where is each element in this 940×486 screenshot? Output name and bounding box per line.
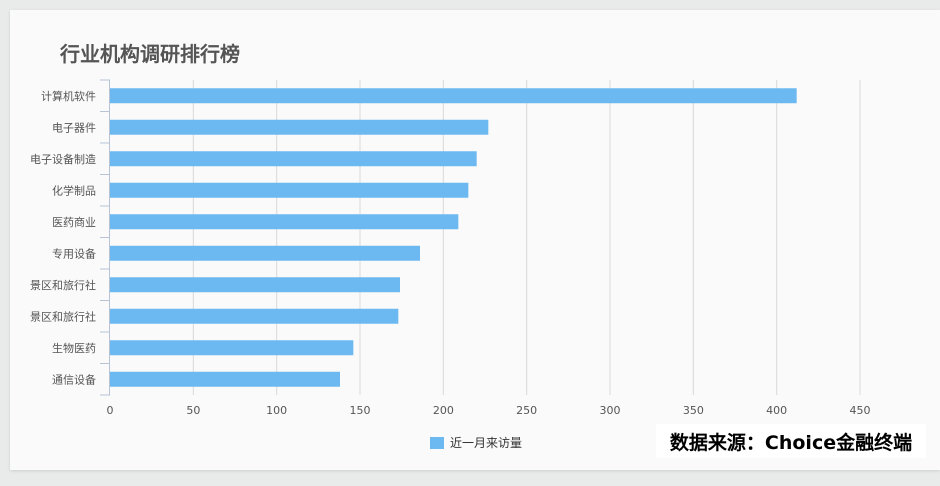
source-label: 数据来源：Choice金融终端	[656, 424, 926, 458]
bar[interactable]	[110, 340, 354, 356]
category-label: 化学制品	[52, 183, 96, 197]
x-tick-label: 0	[107, 404, 114, 417]
legend-label: 近一月来访量	[450, 436, 523, 450]
chart-title: 行业机构调研排行榜	[60, 42, 240, 66]
category-label: 计算机软件	[41, 89, 96, 103]
x-tick-label: 350	[683, 404, 704, 417]
bar[interactable]	[110, 88, 797, 104]
category-label: 专用设备	[52, 246, 96, 260]
chart-card: 行业机构调研排行榜	[10, 10, 940, 470]
x-tick-label: 200	[433, 404, 454, 417]
bar[interactable]	[110, 245, 420, 261]
category-label: 景区和旅行社	[30, 309, 96, 323]
bar[interactable]	[110, 214, 459, 230]
legend-swatch	[430, 436, 444, 449]
bar[interactable]	[110, 308, 399, 324]
bars	[110, 88, 797, 387]
x-tick-label: 300	[600, 404, 621, 417]
x-tick-label: 250	[516, 404, 537, 417]
category-label: 电子设备制造	[30, 152, 96, 166]
x-tick-label: 400	[766, 404, 787, 417]
grid-lines	[192, 80, 861, 395]
category-label: 电子器件	[52, 121, 96, 134]
x-tick-label: 50	[186, 404, 200, 417]
x-tick-label: 100	[266, 404, 287, 417]
bar[interactable]	[110, 371, 340, 387]
labels: 0 50 100 150 200 250 300 350 400 450 计算机软件电子器件电子设备…	[30, 89, 871, 417]
axes	[100, 79, 110, 396]
category-label: 景区和旅行社	[30, 278, 96, 292]
bar[interactable]	[110, 151, 477, 167]
category-label: 生物医药	[52, 341, 96, 355]
category-label: 通信设备	[52, 372, 96, 386]
bar[interactable]	[110, 182, 469, 198]
bar[interactable]	[110, 119, 489, 135]
bar[interactable]	[110, 277, 400, 293]
category-label: 医药商业	[52, 215, 96, 229]
legend[interactable]: 近一月来访量	[430, 434, 522, 451]
x-tick-label: 150	[350, 404, 371, 417]
x-tick-label: 450	[850, 404, 871, 417]
